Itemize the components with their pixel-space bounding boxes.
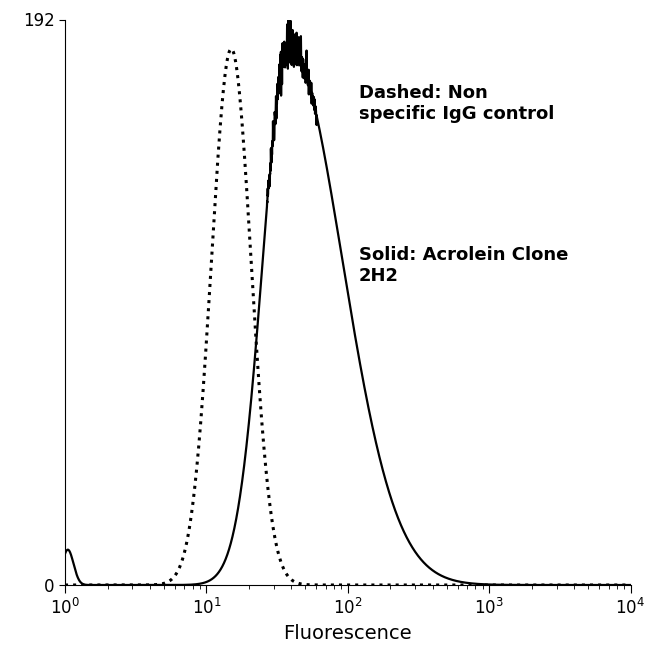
X-axis label: Fluorescence: Fluorescence	[283, 624, 412, 643]
Text: Solid: Acrolein Clone
2H2: Solid: Acrolein Clone 2H2	[359, 246, 568, 285]
Text: Dashed: Non
specific IgG control: Dashed: Non specific IgG control	[359, 84, 554, 123]
